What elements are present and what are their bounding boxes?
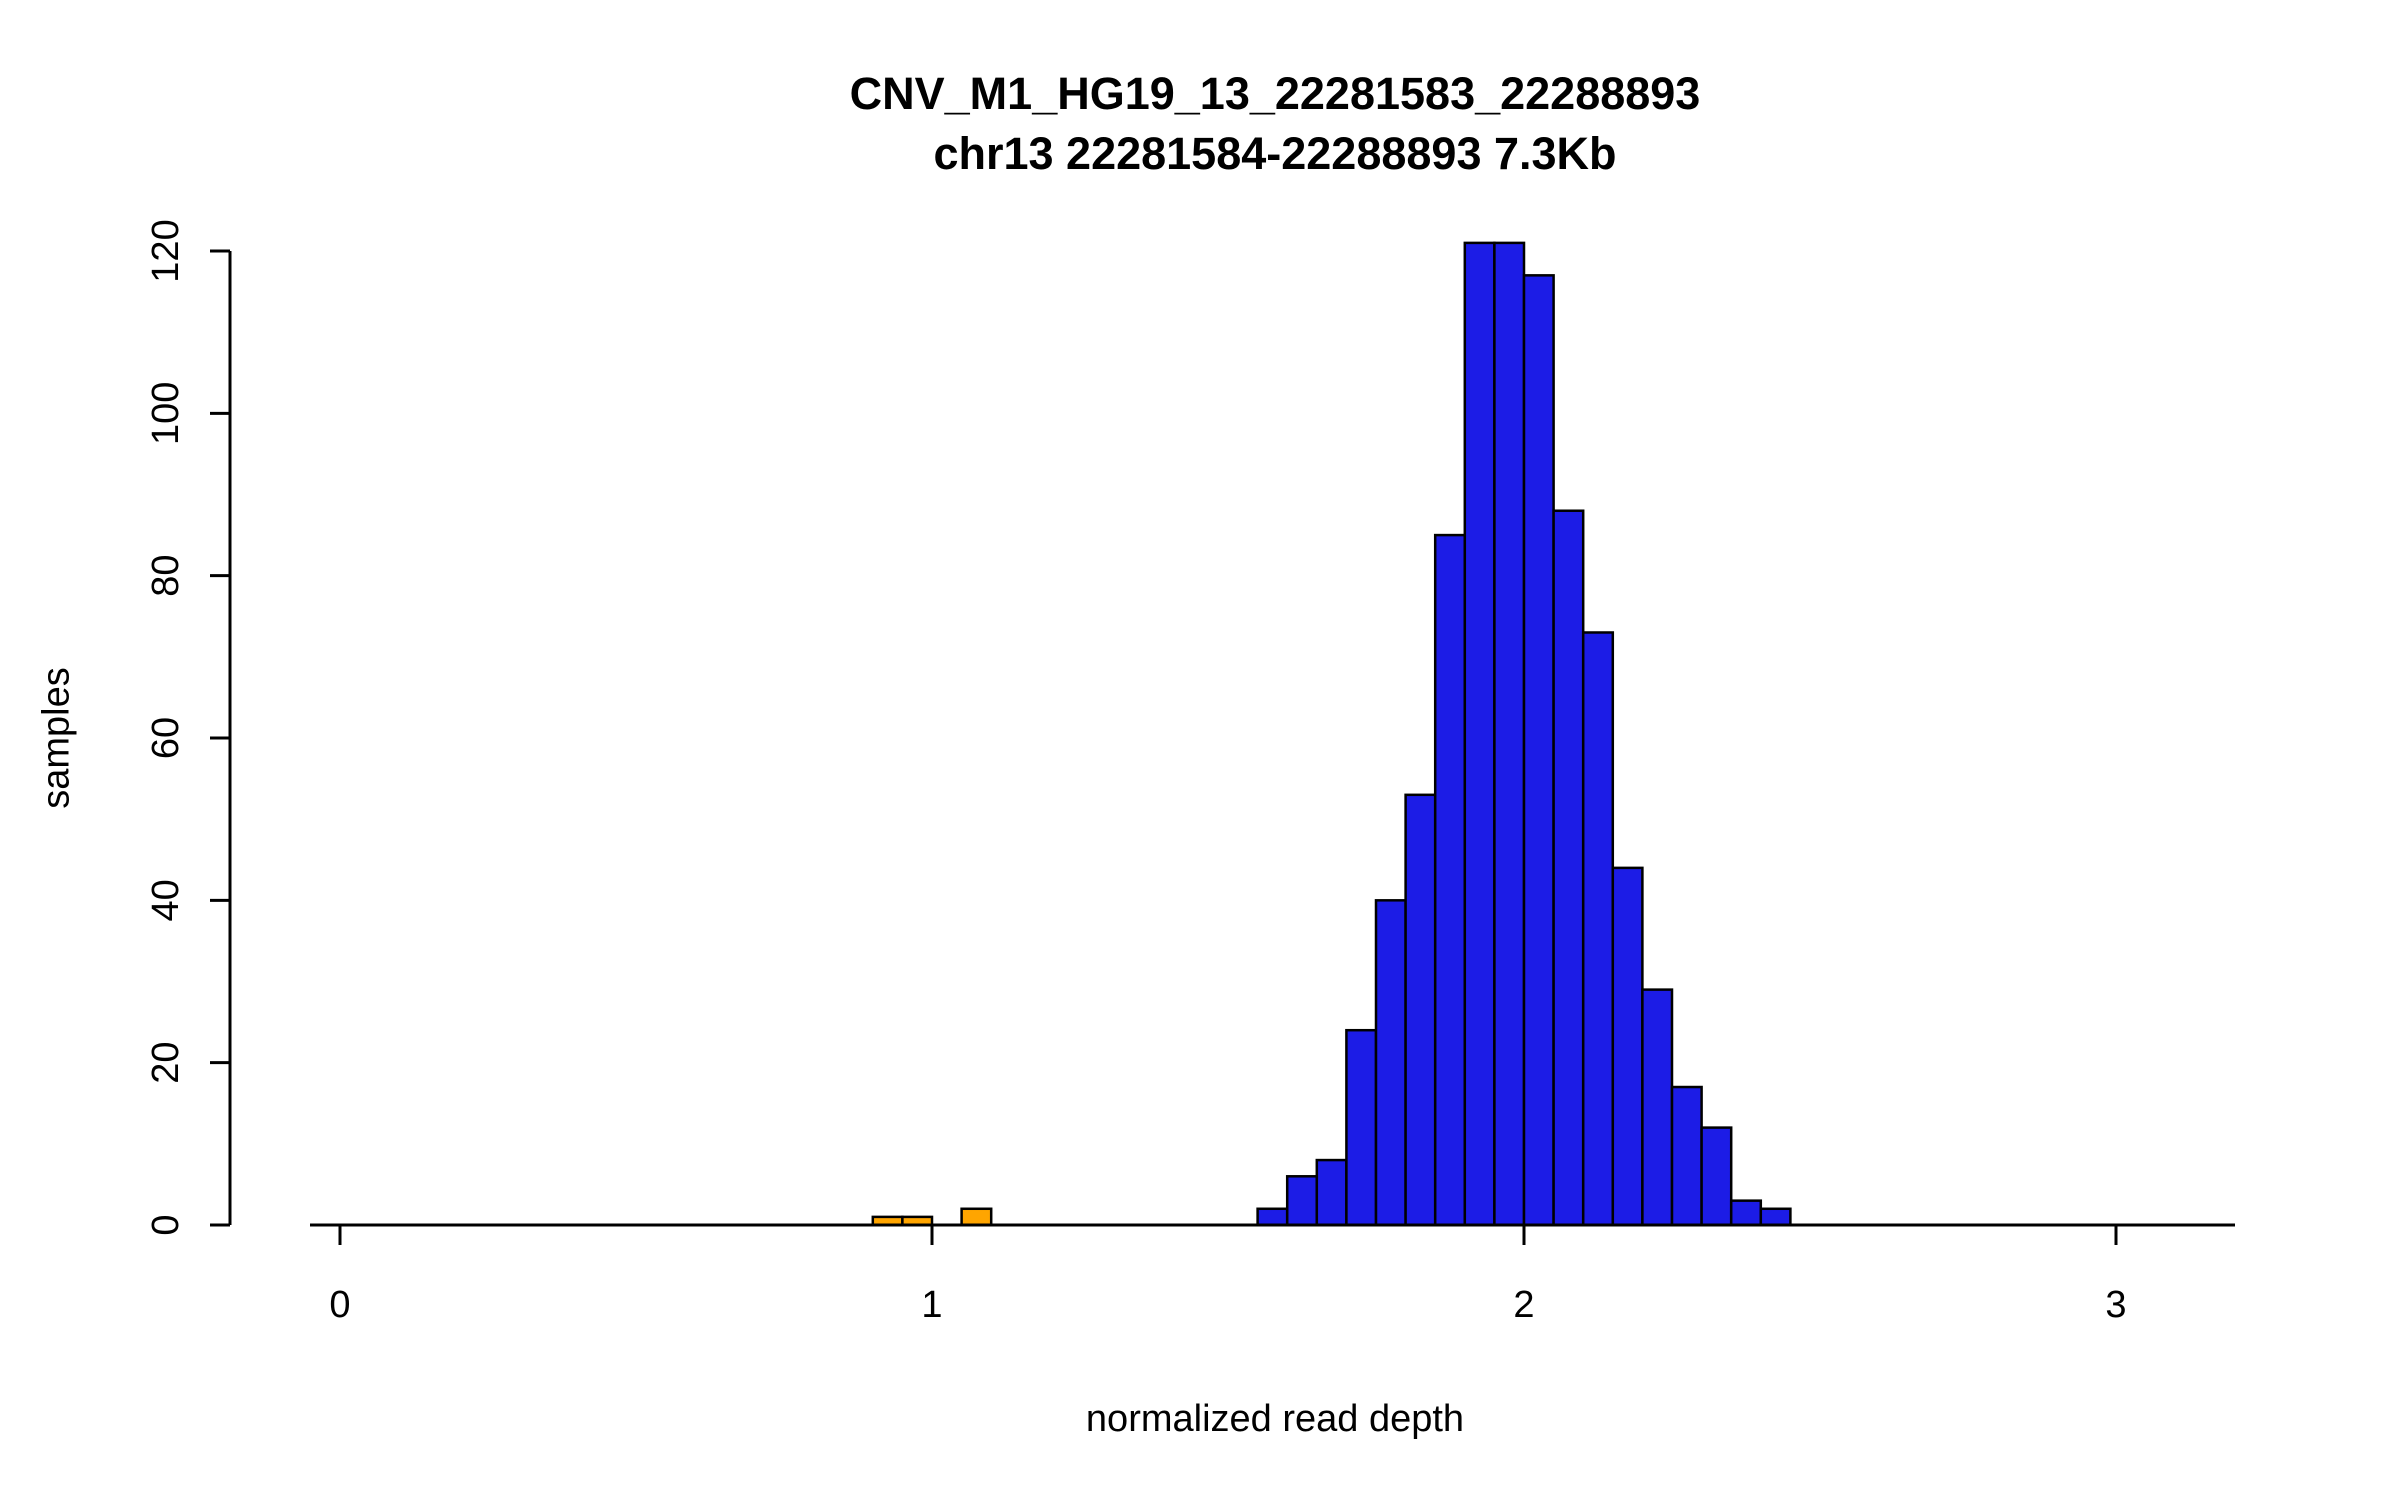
- y-axis-tick-label: 0: [145, 1214, 187, 1235]
- y-axis-tick-label: 20: [145, 1042, 187, 1084]
- y-axis-tick-label: 120: [145, 219, 187, 282]
- x-axis-tick-label: 3: [2105, 1284, 2126, 1326]
- histogram-bar: [1641, 988, 1674, 1227]
- histogram-bar: [1463, 241, 1496, 1227]
- y-axis-tick-label: 80: [145, 555, 187, 597]
- x-axis-tick-label: 1: [921, 1284, 942, 1326]
- chart-title-line2: chr13 22281584-22288893 7.3Kb: [933, 128, 1617, 179]
- histogram-bar: [1729, 1199, 1763, 1227]
- histogram-bar: [1759, 1207, 1792, 1227]
- histogram-bar: [1315, 1158, 1348, 1227]
- histogram-bar: [1670, 1085, 1703, 1227]
- histogram-bar: [1493, 241, 1526, 1227]
- histogram-bar: [1285, 1175, 1319, 1227]
- y-axis-tick-label: 40: [145, 879, 187, 921]
- y-axis-tick-label: 60: [145, 717, 187, 759]
- histogram-bar: [960, 1207, 993, 1227]
- histogram-bar: [1611, 866, 1644, 1227]
- histogram-bar: [1552, 509, 1585, 1227]
- histogram-bar: [1581, 631, 1615, 1227]
- histogram-bar: [1256, 1207, 1289, 1227]
- chart-title-line1: CNV_M1_HG19_13_22281583_22288893: [849, 68, 1701, 119]
- histogram-bar: [1404, 793, 1437, 1227]
- y-axis-tick-label: 100: [145, 382, 187, 445]
- histogram-bar: [1374, 899, 1407, 1227]
- y-axis-label: samples: [35, 667, 78, 809]
- x-axis-tick-label: 0: [329, 1284, 350, 1326]
- x-axis-tick-label: 2: [1513, 1284, 1534, 1326]
- histogram-bar: [1700, 1126, 1733, 1227]
- histogram-bar: [1522, 274, 1555, 1227]
- x-axis-label: normalized read depth: [1085, 1398, 1465, 1440]
- histogram-bar: [1345, 1028, 1378, 1227]
- histogram-bar: [1433, 533, 1467, 1227]
